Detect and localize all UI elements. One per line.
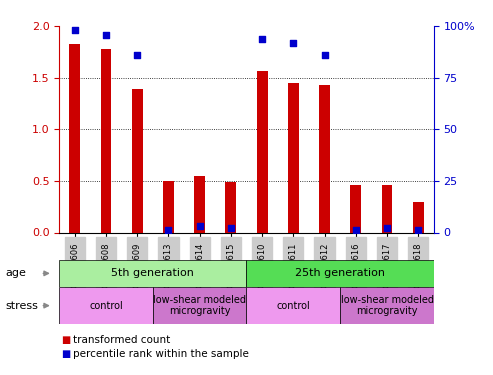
Bar [340, 287, 434, 324]
Point [352, 227, 360, 233]
Point [102, 32, 110, 38]
Bar [59, 260, 246, 287]
Bar [413, 202, 423, 232]
Text: 5th generation: 5th generation [111, 268, 194, 278]
Text: percentile rank within the sample: percentile rank within the sample [73, 350, 249, 359]
Bar [319, 85, 330, 232]
Text: control: control [89, 301, 123, 310]
Bar [194, 176, 205, 232]
Point [165, 227, 173, 233]
Text: stress: stress [5, 301, 38, 310]
Text: 25th generation: 25th generation [295, 268, 385, 278]
Text: ■: ■ [62, 335, 71, 345]
Bar [246, 260, 434, 287]
Text: ■: ■ [62, 350, 71, 359]
Bar [132, 89, 142, 232]
Bar [257, 70, 268, 232]
Bar [153, 287, 246, 324]
Point [414, 227, 422, 233]
Bar [101, 49, 111, 232]
Text: transformed count: transformed count [73, 335, 170, 345]
Text: age: age [5, 268, 26, 278]
Bar [382, 185, 392, 232]
Point [383, 225, 391, 231]
Bar [225, 182, 236, 232]
Point [71, 27, 79, 33]
Text: control: control [277, 301, 310, 310]
Point [227, 225, 235, 231]
Point [196, 224, 204, 230]
Point [289, 40, 297, 46]
Point [320, 52, 328, 58]
Point [133, 52, 141, 58]
Bar [163, 181, 174, 232]
Bar [246, 287, 340, 324]
Bar [288, 83, 299, 232]
Bar [351, 185, 361, 232]
Bar [59, 287, 153, 324]
Text: low-shear modeled
microgravity: low-shear modeled microgravity [341, 295, 433, 316]
Text: low-shear modeled
microgravity: low-shear modeled microgravity [153, 295, 246, 316]
Bar [70, 44, 80, 232]
Point [258, 36, 266, 42]
